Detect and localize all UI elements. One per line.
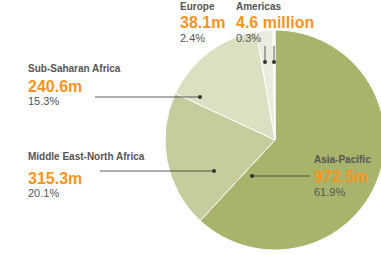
svg-text:15.3%: 15.3% [28, 95, 59, 107]
svg-text:240.6m: 240.6m [28, 78, 82, 95]
svg-text:2.4%: 2.4% [180, 32, 205, 44]
svg-text:Asia-Pacific: Asia-Pacific [314, 154, 371, 165]
svg-text:38.1m: 38.1m [180, 14, 225, 31]
svg-text:Sub-Saharan Africa: Sub-Saharan Africa [28, 63, 121, 74]
svg-text:0.3%: 0.3% [236, 32, 261, 44]
svg-text:61.9%: 61.9% [314, 186, 345, 198]
svg-text:Americas: Americas [236, 1, 281, 12]
svg-text:4.6 million: 4.6 million [236, 14, 314, 31]
svg-text:Middle East-North Africa: Middle East-North Africa [28, 151, 145, 162]
svg-text:Europe: Europe [180, 1, 215, 12]
svg-text:315.3m: 315.3m [28, 170, 82, 187]
svg-text:20.1%: 20.1% [28, 187, 59, 199]
svg-text:972.5m: 972.5m [314, 168, 368, 185]
